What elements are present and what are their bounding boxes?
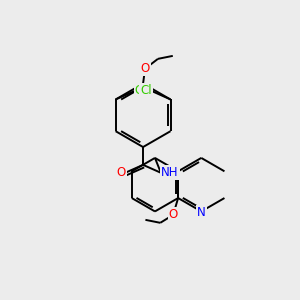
Text: NH: NH bbox=[161, 166, 178, 179]
Text: Cl: Cl bbox=[140, 84, 152, 97]
Text: O: O bbox=[117, 166, 126, 179]
Text: Cl: Cl bbox=[135, 84, 146, 97]
Text: O: O bbox=[140, 62, 150, 75]
Text: O: O bbox=[169, 208, 178, 221]
Text: N: N bbox=[197, 206, 206, 219]
